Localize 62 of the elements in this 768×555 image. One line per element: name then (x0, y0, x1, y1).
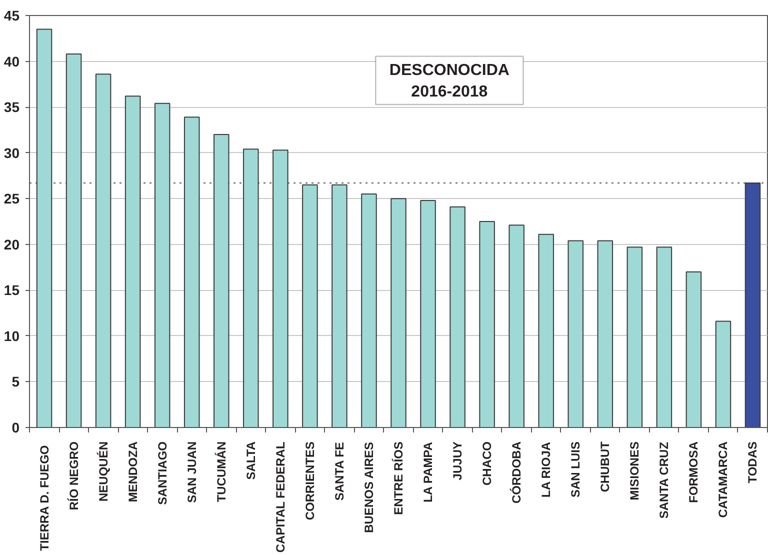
bar (124, 96, 141, 428)
bar (479, 221, 495, 428)
x-tick-label: CHACO (480, 442, 494, 486)
bar (597, 240, 614, 428)
x-tick-label: ENTRE RÍOS (392, 442, 406, 515)
x-tick-label: SANTA CRUZ (657, 442, 672, 519)
bar (302, 184, 318, 428)
x-tick-label: SANTA FE (332, 442, 346, 501)
x-tick-label: FORMOSA (686, 441, 701, 503)
bar (184, 116, 200, 428)
x-tick-label: MISIONES (628, 441, 642, 500)
bar (686, 271, 702, 428)
bar (390, 198, 406, 428)
x-tick-label: SALTA (244, 441, 258, 480)
text: DESCONOCIDA (389, 62, 510, 80)
bar (744, 182, 761, 428)
x-tick-label: RÍO NEGRO (66, 442, 81, 510)
y-tick-label: 0 (12, 420, 20, 436)
bar (568, 240, 584, 428)
bar (656, 246, 672, 428)
bar (361, 194, 377, 428)
x-tick-label: NEUQUÉN (96, 441, 110, 502)
x-tick-label: LA PAMPA (421, 442, 436, 502)
x-tick-label: TODAS (746, 441, 760, 484)
x-tick-label: CÓRDOBA (510, 441, 524, 504)
y-tick-label: 25 (4, 190, 20, 207)
x-tick-label: SANTIAGO (155, 441, 170, 505)
text: 2016-2018 (411, 83, 488, 100)
y-tick-label: 30 (4, 144, 20, 161)
y-tick-label: 20 (4, 236, 20, 252)
y-tick-label: 45 (4, 8, 20, 24)
x-tick-label: TUCUMÁN (214, 442, 228, 502)
bar (538, 234, 554, 428)
bar (450, 206, 466, 428)
x-tick-label: LA RIOJA (539, 442, 554, 498)
x-tick-label: SAN JUAN (184, 442, 199, 503)
x-tick-label: MENDOZA (126, 441, 140, 502)
x-tick-label: CAPITAL FEDERAL (273, 442, 288, 553)
bar (332, 184, 348, 428)
x-tick-label: BUENOS AIRES (362, 442, 376, 533)
bar (715, 320, 732, 428)
x-tick-label: JUJUY (450, 441, 465, 480)
bar (95, 74, 112, 428)
bar (420, 200, 436, 428)
bar (626, 246, 643, 428)
bar (272, 150, 288, 428)
bar (36, 28, 52, 428)
x-tick-label: CHUBUT (598, 440, 612, 492)
y-tick-label: 5 (12, 374, 20, 390)
bar (214, 134, 230, 428)
x-tick-label: SAN LUIS (568, 441, 583, 498)
bar (154, 102, 170, 428)
y-tick-label: 40 (4, 53, 20, 70)
y-tick-label: 35 (4, 99, 20, 116)
y-tick-label: 15 (4, 282, 20, 298)
y-tick-label: 10 (4, 328, 20, 344)
x-tick-label: CATAMARCA (716, 441, 730, 518)
bar (508, 224, 524, 428)
bar (66, 53, 82, 428)
x-tick-label: CORRIENTES (302, 441, 317, 520)
bar (243, 148, 259, 428)
x-tick-label: TIERRA D. FUEGO (37, 445, 52, 551)
